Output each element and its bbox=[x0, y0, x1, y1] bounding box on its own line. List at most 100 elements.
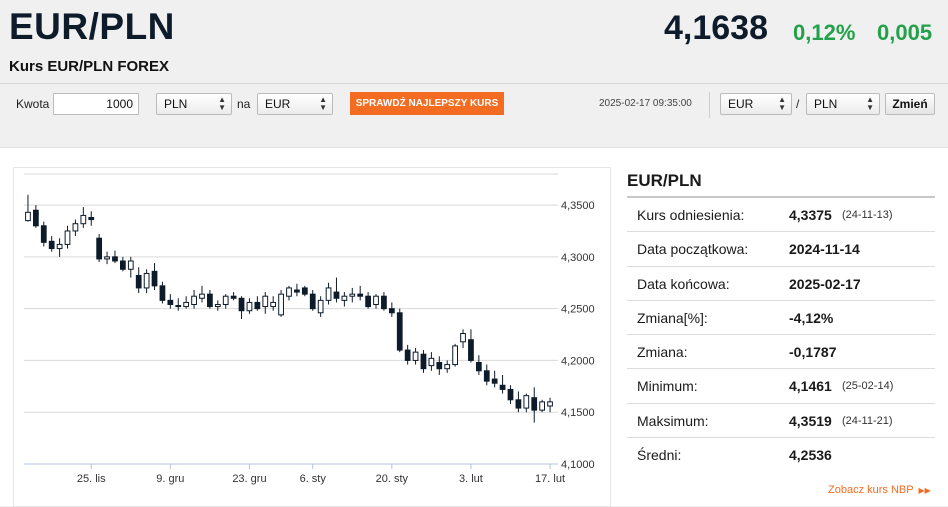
candle-body bbox=[547, 401, 553, 407]
x-tick-label: 6. sty bbox=[300, 473, 327, 485]
info-value: 4,3519 bbox=[789, 412, 832, 429]
candle-body bbox=[531, 397, 538, 411]
info-row-minimum: Minimum: 4,1461 (25-02-14) bbox=[627, 369, 935, 404]
candle-body bbox=[56, 243, 63, 250]
candle-body bbox=[214, 304, 221, 308]
y-tick-label: 4,1000 bbox=[561, 459, 595, 471]
candle-body bbox=[254, 301, 261, 310]
to-currency-value: EUR bbox=[265, 97, 291, 111]
candle-body bbox=[483, 370, 490, 382]
converter-toolbar: Kwota 1000 PLN ▲ ▼ na EUR ▲ ▼ SPRAWDŹ NAJL… bbox=[0, 84, 948, 124]
current-rate: 4,1638 bbox=[664, 9, 768, 47]
candle-body bbox=[262, 295, 269, 308]
candle-body bbox=[452, 345, 458, 366]
candle-body bbox=[412, 351, 419, 361]
divider bbox=[627, 196, 935, 198]
candle-body bbox=[436, 362, 443, 370]
candle-body bbox=[349, 293, 356, 297]
info-row-reference: Kurs odniesienia: 4,3375 (24-11-13) bbox=[627, 198, 935, 233]
candle-body bbox=[333, 291, 340, 299]
amount-label: Kwota bbox=[16, 97, 50, 111]
info-value: 4,3375 bbox=[789, 207, 832, 223]
candle-body bbox=[373, 295, 379, 305]
candle-body bbox=[286, 287, 292, 297]
best-rate-button[interactable]: SPRAWDŹ NAJLEPSZY KURS bbox=[350, 92, 504, 115]
double-chevron-right-icon: ▶▶ bbox=[918, 486, 931, 495]
from-currency-value: PLN bbox=[164, 97, 188, 111]
candle-body bbox=[88, 217, 95, 221]
nbp-link-label: Zobacz kurs NBP bbox=[828, 484, 914, 496]
candle-body bbox=[151, 270, 158, 287]
candle-body bbox=[25, 211, 31, 222]
divider bbox=[0, 83, 948, 84]
candle-body bbox=[135, 275, 142, 289]
candle-body bbox=[388, 308, 395, 314]
info-table: Kurs odniesienia: 4,3375 (24-11-13) Data… bbox=[627, 198, 935, 472]
info-value: 2025-02-17 bbox=[789, 275, 861, 292]
candle-body bbox=[199, 293, 205, 299]
select-arrows-icon: ▲ ▼ bbox=[319, 95, 327, 112]
candle-body bbox=[207, 293, 213, 308]
candle-body bbox=[167, 299, 174, 306]
candle-body bbox=[96, 237, 103, 260]
candle-body bbox=[539, 401, 546, 411]
candle-body bbox=[80, 214, 87, 225]
x-tick-label: 3. lut bbox=[459, 473, 483, 485]
candle-body bbox=[325, 287, 332, 301]
info-date: (24-11-13) bbox=[842, 209, 893, 221]
y-tick-label: 4,3000 bbox=[561, 252, 595, 264]
info-label: Data początkowa: bbox=[637, 241, 749, 258]
page-subtitle: Kurs EUR/PLN FOREX bbox=[9, 58, 170, 75]
y-tick-label: 4,2000 bbox=[561, 355, 595, 367]
info-label: Średni: bbox=[637, 447, 682, 464]
divider bbox=[709, 92, 710, 118]
quote-datetime: 2025-02-17 09:35:00 bbox=[599, 98, 692, 109]
to-label: na bbox=[237, 97, 251, 111]
candle-body bbox=[175, 305, 182, 308]
select-arrows-icon: ▲ ▼ bbox=[218, 95, 226, 112]
x-tick-label: 25. lis bbox=[77, 473, 106, 485]
candle-body bbox=[381, 295, 387, 310]
candle-body bbox=[72, 223, 79, 232]
pair-base-value: EUR bbox=[728, 97, 754, 111]
candle-body bbox=[475, 362, 482, 372]
candle-body bbox=[507, 388, 514, 401]
info-row-change-pct: Zmiana[%]: -4,12% bbox=[627, 301, 935, 336]
candle-body bbox=[523, 395, 530, 409]
candle-body bbox=[420, 353, 427, 370]
info-label: Zmiana: bbox=[637, 344, 688, 361]
candle-body bbox=[301, 287, 308, 295]
candle-body bbox=[104, 256, 110, 260]
candle-body bbox=[230, 295, 237, 299]
info-value: 4,2536 bbox=[789, 447, 832, 464]
to-currency-select[interactable]: EUR ▲ ▼ bbox=[257, 93, 333, 115]
from-currency-select[interactable]: PLN ▲ ▼ bbox=[156, 93, 232, 115]
candle-body bbox=[341, 295, 348, 301]
candle-body bbox=[499, 384, 506, 390]
candle-body bbox=[32, 209, 39, 227]
info-row-average: Średni: 4,2536 bbox=[627, 438, 935, 472]
info-row-maximum: Maksimum: 4,3519 (24-11-21) bbox=[627, 404, 935, 439]
change-percent: 0,12% bbox=[793, 20, 856, 45]
candle-body bbox=[460, 333, 466, 343]
y-tick-label: 4,3500 bbox=[561, 200, 595, 212]
y-tick-label: 4,1500 bbox=[561, 407, 595, 419]
candle-body bbox=[120, 260, 126, 270]
info-value: -4,12% bbox=[789, 309, 834, 326]
candle-body bbox=[396, 312, 403, 351]
candle-body bbox=[270, 301, 277, 308]
change-pair-button[interactable]: Zmień bbox=[885, 93, 935, 115]
candle-body bbox=[444, 364, 451, 370]
info-label: Maksimum: bbox=[637, 412, 709, 429]
info-row-end-date: Data końcowa: 2025-02-17 bbox=[627, 267, 935, 301]
candle-body bbox=[191, 295, 197, 305]
pair-base-select[interactable]: EUR ▲ ▼ bbox=[720, 93, 792, 115]
pair-quote-select[interactable]: PLN ▲ ▼ bbox=[806, 93, 880, 115]
info-label: Data końcowa: bbox=[637, 275, 730, 292]
candle-body bbox=[404, 349, 411, 361]
candle-body bbox=[40, 225, 47, 243]
amount-input[interactable]: 1000 bbox=[53, 93, 139, 115]
info-value: 4,1461 bbox=[789, 378, 832, 395]
candlestick-chart: 4,1000 4,1500 4,2000 4,2500 4,3000 4,3500 25. … bbox=[24, 173, 595, 485]
nbp-rate-link[interactable]: Zobacz kurs NBP ▶▶ bbox=[828, 484, 931, 496]
